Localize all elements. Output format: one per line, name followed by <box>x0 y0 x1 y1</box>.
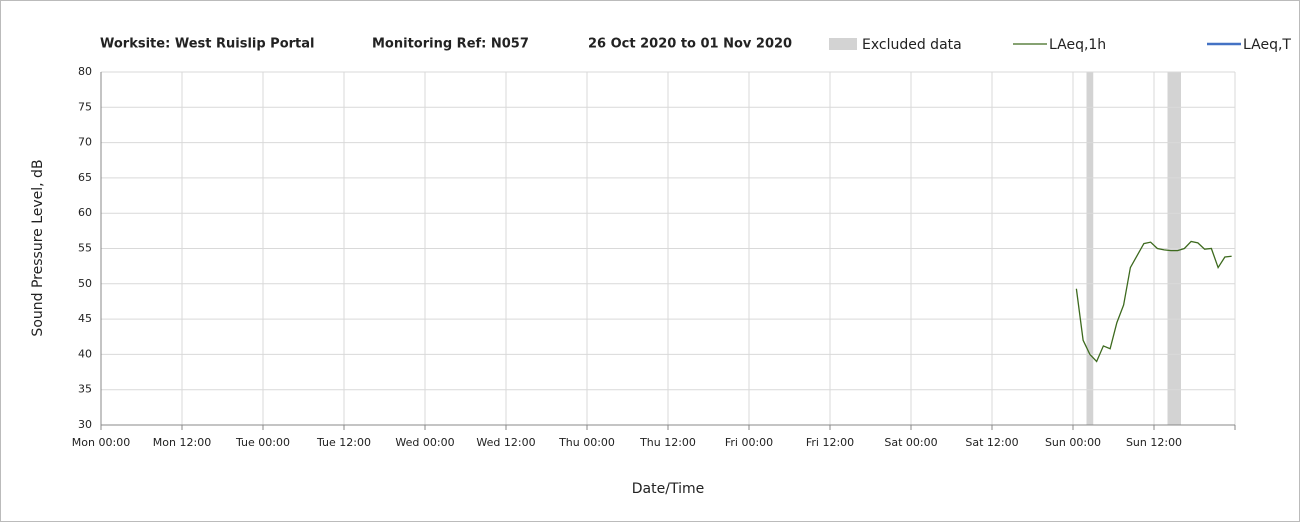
legend-label: LAeq,T <box>1243 37 1291 53</box>
y-tick-label: 55 <box>78 242 92 255</box>
y-tick-label: 35 <box>78 383 92 396</box>
y-tick-label: 45 <box>78 312 92 325</box>
y-tick-label: 60 <box>78 206 92 219</box>
monitoring-ref: Monitoring Ref: N057 <box>372 37 529 52</box>
x-tick-label: Wed 12:00 <box>476 436 535 449</box>
legend-swatch <box>829 38 857 50</box>
legend-label: Excluded data <box>862 37 962 53</box>
y-tick-label: 80 <box>78 65 92 78</box>
x-tick-label: Thu 00:00 <box>558 436 615 449</box>
x-tick-label: Wed 00:00 <box>395 436 454 449</box>
x-tick-label: Sun 12:00 <box>1126 436 1182 449</box>
x-tick-label: Sat 12:00 <box>965 436 1018 449</box>
y-tick-label: 50 <box>78 277 92 290</box>
y-tick-label: 40 <box>78 347 92 360</box>
x-tick-label: Mon 00:00 <box>72 436 130 449</box>
y-tick-label: 70 <box>78 136 92 149</box>
y-tick-label: 65 <box>78 171 92 184</box>
y-axis-label: Sound Pressure Level, dB <box>30 159 46 336</box>
x-tick-label: Tue 00:00 <box>235 436 290 449</box>
y-tick-label: 30 <box>78 418 92 431</box>
date-range: 26 Oct 2020 to 01 Nov 2020 <box>588 37 792 52</box>
x-tick-label: Sun 00:00 <box>1045 436 1101 449</box>
x-tick-label: Fri 12:00 <box>806 436 854 449</box>
y-tick-label: 75 <box>78 100 92 113</box>
legend-label: LAeq,1h <box>1049 37 1106 53</box>
x-tick-label: Fri 00:00 <box>725 436 773 449</box>
x-tick-label: Tue 12:00 <box>316 436 371 449</box>
line-series <box>1075 240 1232 363</box>
chart-title: Worksite: West Ruislip Portal <box>100 37 315 52</box>
x-tick-label: Thu 12:00 <box>639 436 696 449</box>
x-tick-label: Mon 12:00 <box>153 436 211 449</box>
x-tick-label: Sat 00:00 <box>884 436 937 449</box>
x-axis-label: Date/Time <box>632 481 704 497</box>
